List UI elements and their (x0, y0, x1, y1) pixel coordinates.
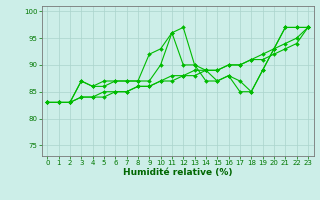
X-axis label: Humidité relative (%): Humidité relative (%) (123, 168, 232, 177)
